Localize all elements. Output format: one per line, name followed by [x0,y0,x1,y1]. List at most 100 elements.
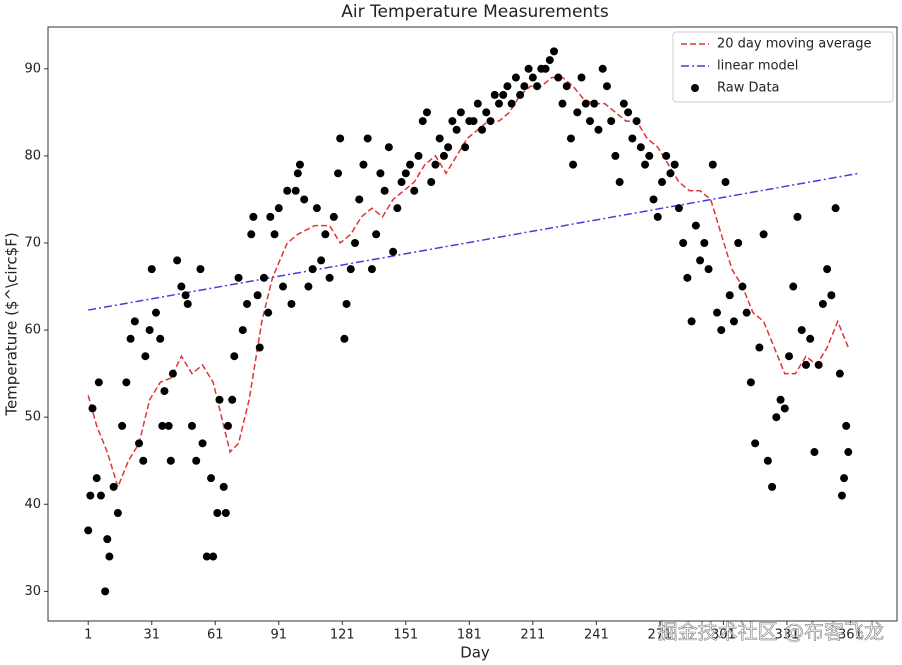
data-point [636,143,645,152]
data-point [219,482,228,491]
y-tick-label: 50 [24,410,41,425]
data-point [619,99,628,108]
data-point [746,378,755,387]
data-point [139,456,148,465]
data-point [187,421,196,430]
chart-title: Air Temperature Measurements [341,2,609,22]
data-point [340,334,349,343]
series-line [88,172,860,311]
data-point [247,230,256,239]
data-point [645,151,654,160]
data-point [768,482,777,491]
data-point [704,265,713,274]
data-point [691,221,700,230]
data-point [207,474,216,483]
data-point [461,143,470,152]
data-point [308,265,317,274]
x-tick-label: 181 [457,628,482,643]
x-tick-label: 61 [207,628,224,643]
data-point [520,82,529,91]
data-point [283,186,292,195]
data-point [602,82,611,91]
data-point [101,587,110,596]
data-point [763,456,772,465]
data-point [566,134,575,143]
data-point [350,239,359,247]
data-point [486,117,495,126]
data-point [196,265,205,274]
data-point [88,404,97,413]
data-point [469,117,478,126]
data-point [92,474,101,483]
data-point [243,299,252,308]
data-point [295,160,304,169]
data-point [380,186,389,195]
data-point [406,160,415,169]
x-axis-label: Day [460,644,490,662]
data-point [473,99,482,108]
data-point [317,256,326,265]
data-point [607,117,616,126]
data-point [797,326,806,335]
data-point [507,99,516,108]
data-point [367,265,376,274]
data-point [844,448,853,457]
data-point [223,421,232,430]
data-point [725,291,734,300]
data-point [418,117,427,126]
legend-swatch [691,84,699,92]
data-point [96,491,105,500]
data-point [581,99,590,108]
y-tick-label: 90 [24,61,41,76]
data-point [550,47,559,56]
data-point [670,160,679,169]
data-point [632,117,641,126]
data-point [215,395,224,404]
data-point [130,317,139,326]
data-point [86,491,95,500]
data-point [422,108,431,117]
data-point [524,64,533,73]
data-point [122,378,131,387]
data-point [810,448,819,457]
data-point [801,360,810,369]
data-point [590,99,599,108]
data-point [253,291,262,300]
data-point [755,343,764,352]
data-point [389,247,398,256]
data-point [511,73,520,82]
x-tick-label: 301 [711,628,736,643]
y-tick-label: 30 [24,584,41,599]
data-point [448,117,457,126]
data-point [103,535,112,544]
data-point [287,299,296,308]
data-point [259,273,268,282]
x-tick-label: 121 [330,628,355,643]
data-point [321,230,330,239]
data-point [611,151,620,160]
data-point [431,160,440,169]
data-point [545,56,554,65]
data-point [679,239,688,247]
data-point [126,334,135,343]
watermark: 掘金技术社区 @布客飞龙 [658,620,884,644]
x-tick-label: 31 [143,628,160,643]
data-point [94,378,103,387]
data-point [653,212,662,221]
data-point [151,308,160,317]
data-point [554,73,563,82]
data-point [478,125,487,134]
data-point [238,326,247,335]
y-axis-label: Temperature ($^\circ$F) [3,232,21,416]
data-point [336,134,345,143]
data-point [192,456,201,465]
data-point [334,169,343,178]
data-point [113,509,122,517]
y-tick-label: 40 [24,497,41,512]
data-point [624,108,633,117]
data-point [528,73,537,82]
data-point [304,282,313,291]
data-point [708,160,717,169]
data-point [255,343,264,352]
